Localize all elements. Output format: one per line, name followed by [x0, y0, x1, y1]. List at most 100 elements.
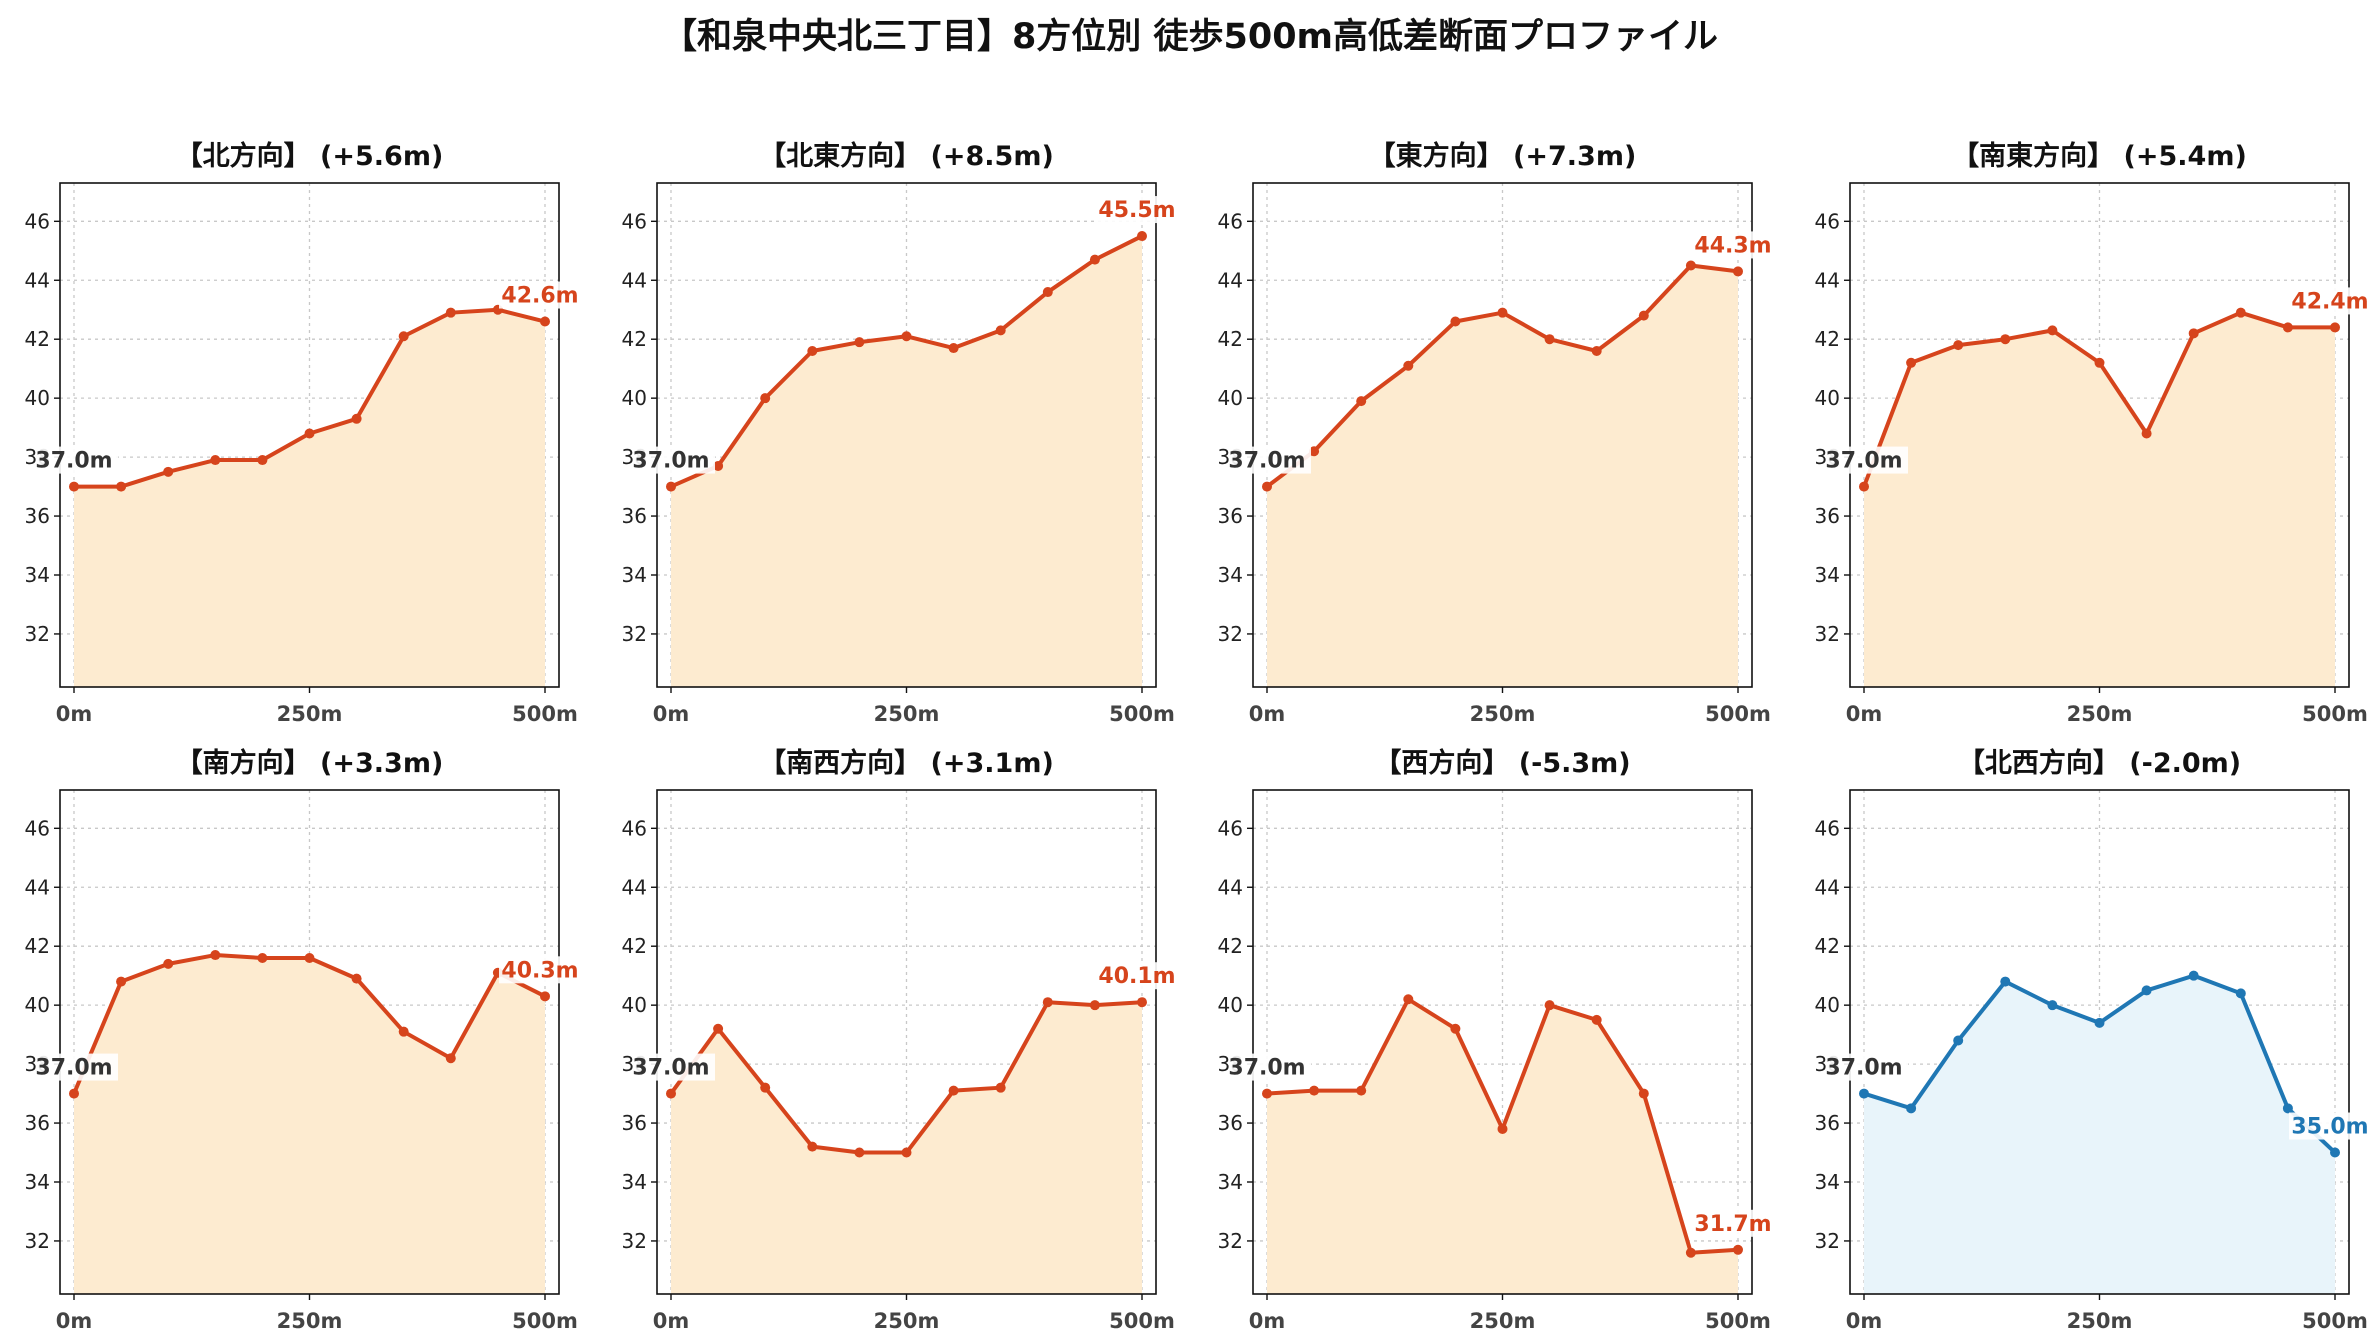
- data-point: [1356, 396, 1367, 407]
- y-tick-label: 40: [1218, 993, 1243, 1017]
- y-tick-label: 42: [622, 934, 647, 958]
- data-point: [69, 1088, 79, 1099]
- data-point: [2235, 988, 2246, 999]
- y-tick-label: 34: [25, 563, 50, 587]
- y-tick-label: 32: [1815, 1229, 1840, 1253]
- data-point: [2282, 322, 2293, 333]
- y-tick-label: 44: [25, 268, 50, 292]
- data-point: [2094, 1017, 2105, 1028]
- start-label-bg: [36, 446, 118, 474]
- data-point: [901, 1147, 912, 1158]
- y-tick-label: 42: [1218, 934, 1243, 958]
- y-tick-label: 34: [622, 563, 647, 587]
- data-point: [1685, 260, 1696, 271]
- panel-title: 【西方向】 (-5.3m): [1374, 747, 1630, 779]
- y-tick-label: 44: [1815, 268, 1840, 292]
- data-point: [1733, 1244, 1743, 1255]
- y-tick-label: 34: [25, 1170, 50, 1194]
- y-tick-label: 46: [622, 209, 647, 233]
- data-point: [2141, 428, 2152, 439]
- start-label-bg: [1229, 446, 1311, 474]
- area-fill: [671, 236, 1142, 688]
- start-label-bg: [1826, 446, 1908, 474]
- data-point: [1450, 316, 1461, 327]
- start-label: 37.0m: [632, 1056, 709, 1081]
- data-point: [1309, 446, 1320, 457]
- end-label: 42.4m: [2291, 289, 2368, 314]
- data-point: [760, 393, 771, 404]
- y-tick-label: 40: [1815, 993, 1840, 1017]
- data-point: [854, 1147, 865, 1158]
- y-tick-label: 34: [1815, 563, 1840, 587]
- y-tick-label: 36: [1815, 1111, 1840, 1135]
- panel-2: 32343638404244460m250m500m37.0m44.3m【東方向…: [1218, 140, 1774, 726]
- data-point: [1089, 1000, 1100, 1011]
- end-label-bg: [1096, 962, 1178, 990]
- panel-5: 32343638404244460m250m500m37.0m40.1m【南西方…: [622, 747, 1178, 1333]
- data-point: [1638, 1088, 1649, 1099]
- x-tick-label: 0m: [653, 1309, 690, 1333]
- area-fill: [1267, 999, 1738, 1294]
- data-point: [2330, 322, 2340, 333]
- y-tick-label: 42: [1815, 327, 1840, 351]
- x-tick-label: 500m: [1109, 702, 1175, 726]
- area-fill: [671, 1002, 1142, 1294]
- end-label-bg: [499, 956, 581, 984]
- panel-title: 【南西方向】 (+3.1m): [759, 747, 1054, 779]
- y-tick-label: 44: [25, 875, 50, 899]
- y-tick-label: 32: [1815, 622, 1840, 646]
- data-point: [2188, 970, 2199, 981]
- data-point: [210, 950, 221, 961]
- y-tick-label: 36: [622, 1111, 647, 1135]
- data-point: [1685, 1247, 1696, 1258]
- end-label: 42.6m: [501, 284, 578, 309]
- start-label: 37.0m: [632, 449, 709, 474]
- y-tick-label: 40: [1218, 386, 1243, 410]
- end-label-bg: [1692, 231, 1774, 259]
- data-point: [1262, 481, 1272, 492]
- y-tick-label: 32: [622, 622, 647, 646]
- data-point: [760, 1082, 771, 1093]
- y-tick-label: 36: [1218, 504, 1243, 528]
- data-point: [540, 991, 550, 1002]
- data-point: [1591, 1014, 1602, 1025]
- data-point: [1953, 1035, 1964, 1046]
- start-label-bg: [1229, 1053, 1311, 1081]
- data-point: [1450, 1023, 1461, 1034]
- start-label-bg: [1826, 1053, 1908, 1081]
- x-tick-label: 250m: [1470, 702, 1536, 726]
- end-label-bg: [2289, 1112, 2371, 1140]
- y-tick-label: 42: [622, 327, 647, 351]
- x-tick-label: 500m: [512, 702, 578, 726]
- y-tick-label: 34: [1218, 563, 1243, 587]
- y-tick-label: 32: [622, 1229, 647, 1253]
- x-tick-label: 250m: [277, 1309, 343, 1333]
- data-point: [398, 331, 409, 342]
- y-tick-label: 42: [25, 327, 50, 351]
- start-label: 37.0m: [1825, 449, 1902, 474]
- data-point: [995, 325, 1006, 336]
- x-tick-label: 0m: [1846, 702, 1883, 726]
- data-point: [351, 413, 362, 424]
- data-point: [540, 316, 550, 327]
- panel-1: 32343638404244460m250m500m37.0m45.5m【北東方…: [622, 140, 1178, 726]
- data-point: [304, 953, 315, 963]
- x-tick-label: 0m: [1249, 702, 1286, 726]
- y-tick-label: 44: [622, 268, 647, 292]
- start-label: 37.0m: [1228, 449, 1305, 474]
- end-label: 31.7m: [1694, 1212, 1771, 1237]
- data-point: [1137, 231, 1147, 242]
- data-point: [210, 455, 221, 466]
- data-point: [304, 428, 315, 439]
- data-point: [2047, 325, 2058, 336]
- y-tick-label: 46: [1218, 816, 1243, 840]
- y-tick-label: 36: [1815, 504, 1840, 528]
- data-point: [1042, 287, 1053, 298]
- data-point: [2094, 357, 2105, 368]
- y-tick-label: 44: [1815, 875, 1840, 899]
- data-point: [1591, 346, 1602, 356]
- panel-title: 【東方向】 (+7.3m): [1369, 140, 1637, 172]
- y-tick-label: 32: [1218, 622, 1243, 646]
- data-point: [713, 460, 724, 471]
